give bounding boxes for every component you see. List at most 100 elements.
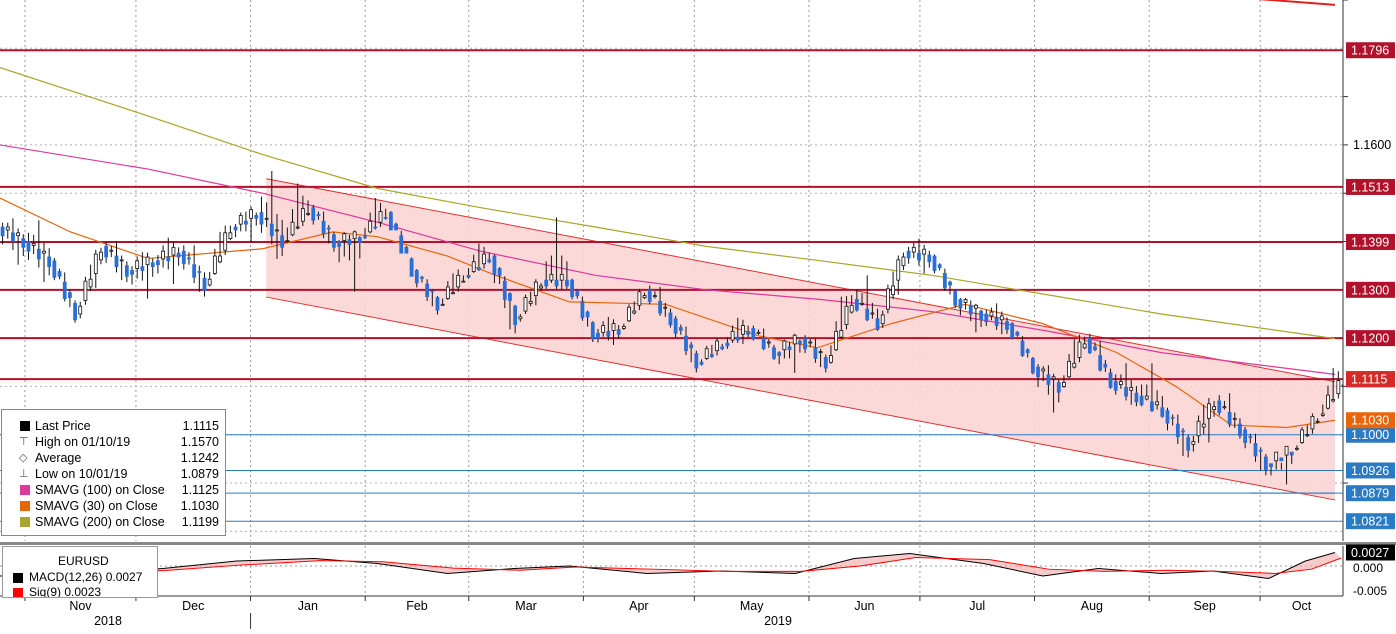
candle-body: [197, 271, 202, 273]
level-tag-bg: [1346, 426, 1395, 443]
candle-body: [974, 304, 978, 309]
candle-body: [994, 317, 999, 326]
x-tick-label: Apr: [629, 599, 648, 613]
candle-body: [1103, 363, 1108, 368]
candle-body: [378, 211, 383, 223]
candle-body: [818, 351, 823, 354]
level-tag: 1.1513: [1351, 180, 1389, 194]
candle-body: [1098, 355, 1103, 371]
legend-row: SMAVG (30) on Close 1.1030: [2, 498, 225, 514]
candle-body: [761, 337, 766, 350]
x-tick-label: Nov: [69, 599, 92, 613]
candle-body: [1020, 340, 1025, 356]
candle-body: [264, 217, 269, 220]
candle-body: [606, 330, 611, 337]
level-tag: 1.0821: [1351, 515, 1389, 529]
candle-body: [47, 256, 52, 268]
candle-body: [1108, 372, 1113, 388]
candle-body: [425, 283, 430, 297]
candle-body: [280, 235, 285, 248]
candle-body: [1191, 441, 1196, 445]
candle-body: [772, 347, 776, 359]
candle-body: [834, 330, 839, 351]
signal-swatch: [13, 588, 23, 597]
candle-body: [1181, 430, 1185, 433]
candle-body: [21, 238, 26, 248]
candle-body: [658, 301, 663, 314]
level-tag-bg: [1346, 485, 1395, 502]
candle-body: [212, 255, 217, 274]
candle-body: [373, 226, 378, 229]
legend-swatch: [20, 517, 30, 527]
candle-body: [420, 276, 424, 279]
candle-body: [1155, 401, 1160, 406]
candle-body: [917, 252, 921, 261]
candle-body: [1062, 382, 1066, 387]
legend-label: SMAVG (30) on Close: [35, 499, 158, 513]
ma-line: [0, 67, 1336, 340]
level-tag: 1.1399: [1351, 236, 1389, 250]
candle-body: [1025, 349, 1030, 354]
candle-body: [414, 270, 419, 284]
candle-body: [1269, 463, 1273, 468]
x-tick-label: Feb: [406, 599, 428, 613]
legend-row: SMAVG (200) on Close 1.1199: [2, 514, 225, 530]
candle-body: [1077, 341, 1082, 358]
candle-body: [187, 257, 191, 260]
level-tag-bg: [1346, 513, 1395, 530]
candle-body: [528, 301, 533, 304]
candle-body: [93, 253, 98, 274]
candle-body: [968, 304, 973, 315]
candle-body: [886, 288, 890, 310]
candle-body: [1005, 321, 1009, 330]
candle-body: [942, 272, 947, 289]
macd-swatch: [13, 573, 23, 583]
candle-body: [306, 213, 310, 215]
candle-body: [937, 264, 942, 269]
candle-body: [1046, 374, 1051, 385]
legend-label: SMAVG (100) on Close: [35, 483, 165, 497]
candle-body: [632, 310, 637, 314]
candle-body: [57, 271, 62, 277]
candle-body: [1118, 381, 1123, 385]
candle-body: [813, 347, 818, 359]
candle-body: [347, 239, 352, 245]
price-tag-bg: [1346, 371, 1395, 388]
macd-last-tag-bg: [1346, 544, 1395, 561]
candle-body: [1305, 434, 1310, 437]
candle-body: [451, 292, 455, 295]
candle-body: [1227, 412, 1232, 425]
candle-body: [228, 232, 233, 240]
candle-body: [559, 273, 564, 281]
ma-line: [0, 197, 1336, 429]
candle-body: [1134, 392, 1139, 403]
candle-body: [875, 318, 880, 330]
candle-body: [11, 232, 15, 242]
candle-body: [1320, 413, 1325, 416]
candle-body: [326, 227, 331, 230]
candle-body: [1082, 343, 1087, 349]
signal-legend-row: Sig(9) 0.0023: [3, 585, 157, 597]
candle-body: [782, 340, 787, 351]
candle-body: [492, 255, 497, 275]
candle-body: [487, 259, 492, 263]
candle-body: [435, 297, 440, 311]
candle-body: [616, 329, 621, 335]
candle-body: [1331, 399, 1336, 402]
candle-body: [984, 313, 989, 323]
candle-body: [663, 306, 668, 309]
legend-value: 1.1199: [181, 515, 219, 529]
macd-legend-box: EURUSD MACD(12,26) 0.0027 Sig(9) 0.0023: [2, 546, 158, 598]
price-tag: 1.1030: [1351, 414, 1389, 428]
candle-body: [715, 340, 719, 352]
candle-body: [554, 279, 559, 287]
legend-label: High on 01/10/19: [35, 435, 131, 449]
candle-body: [829, 355, 833, 363]
candle-body: [78, 305, 83, 315]
candle-body: [1253, 443, 1258, 457]
candle-body: [254, 215, 259, 219]
candle-body: [207, 278, 212, 286]
candle-body: [580, 301, 585, 319]
level-tag-bg: [1346, 178, 1395, 195]
candle-body: [233, 226, 238, 231]
